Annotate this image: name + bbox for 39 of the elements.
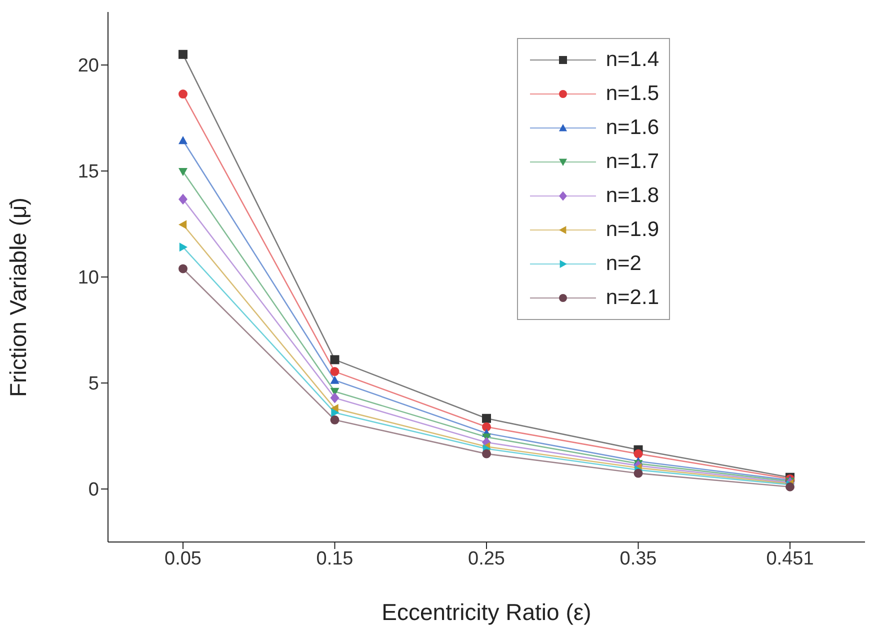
- point: [634, 468, 643, 478]
- legend-label: n=1.4: [606, 48, 659, 72]
- point: [178, 264, 188, 274]
- point: [330, 392, 340, 404]
- point: [482, 449, 491, 458]
- y-tick-label: 15: [78, 162, 99, 183]
- x-axis-title: Eccentricity Ratio (ε): [382, 599, 592, 625]
- point: [178, 50, 188, 59]
- y-tick-label: 0: [88, 480, 99, 501]
- point: [178, 168, 188, 176]
- x-tick-label: 0.25: [468, 548, 505, 570]
- legend-label: n=1.6: [606, 116, 659, 140]
- y-axis-title: Friction Variable (μ̄): [5, 198, 32, 397]
- point: [178, 136, 188, 144]
- x-tick-label: 0.451: [766, 548, 814, 570]
- point: [178, 90, 188, 99]
- point: [330, 355, 340, 364]
- x-tick-label: 0.05: [164, 548, 202, 570]
- legend-label: n=1.8: [606, 184, 659, 208]
- point: [330, 415, 340, 424]
- y-tick-label: 20: [78, 56, 99, 77]
- legend-label: n=2: [606, 252, 642, 276]
- legend-label: n=2.1: [606, 286, 659, 310]
- point: [330, 376, 340, 384]
- legend-label: n=1.7: [606, 150, 659, 174]
- point: [331, 408, 340, 418]
- point: [482, 414, 491, 423]
- y-tick-label: 5: [88, 374, 99, 395]
- point: [482, 422, 491, 432]
- point: [330, 367, 340, 376]
- legend-label: n=1.5: [606, 82, 659, 106]
- point: [178, 194, 188, 205]
- x-tick-label: 0.35: [620, 548, 657, 570]
- point: [634, 449, 643, 458]
- point: [179, 242, 188, 252]
- y-tick-label: 10: [78, 268, 99, 289]
- point: [178, 220, 187, 230]
- legend-label: n=1.9: [606, 218, 659, 242]
- x-tick-label: 0.15: [316, 548, 354, 570]
